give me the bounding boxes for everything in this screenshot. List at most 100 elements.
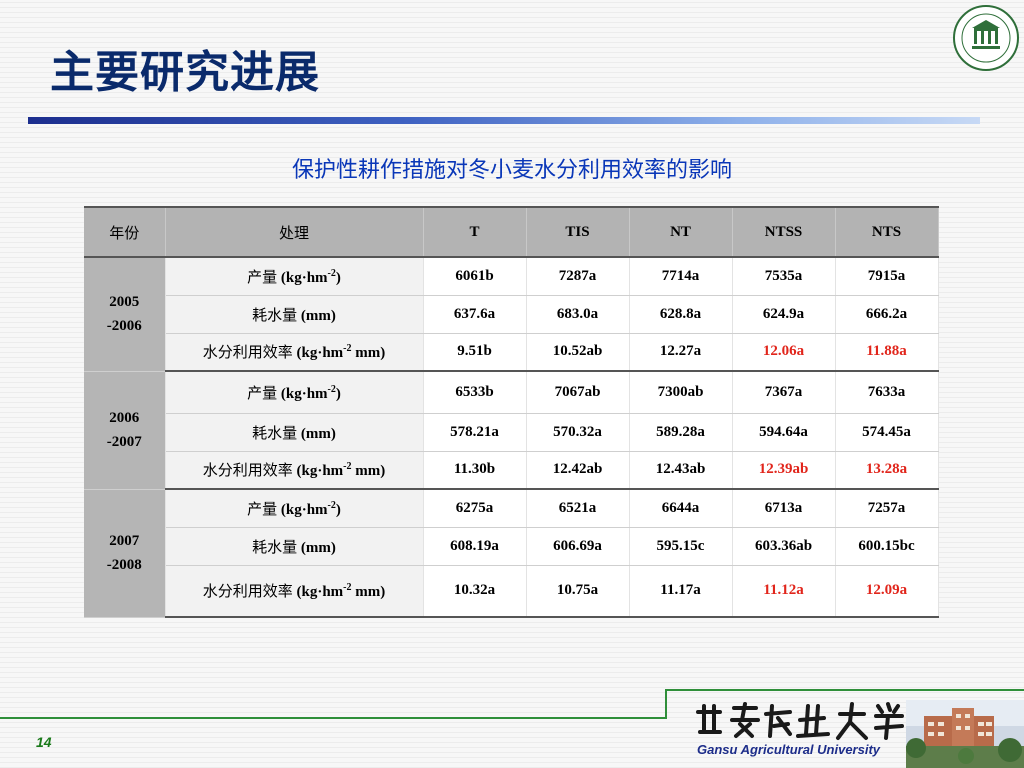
value-cell: 13.28a (835, 451, 939, 490)
value-cell: 7257a (835, 489, 939, 528)
row-unit: (kg·hm (296, 463, 344, 480)
year-cell: 2007 -2008 (84, 489, 166, 618)
table-caption: 保护性耕作措施对冬小麦水分利用效率的影响 (291, 158, 732, 183)
year-end: -2008 (106, 557, 142, 573)
row-label-text: 耗水量 (252, 425, 301, 442)
year-end: -2007 (106, 434, 142, 450)
row-unit: (kg·hm (280, 501, 328, 518)
row-unit-tail: ) (335, 269, 341, 286)
value-cell: 11.12a (732, 565, 836, 618)
row-unit: (kg·hm (280, 385, 328, 402)
value-cell: 589.28a (629, 413, 733, 452)
row-label-text: 水分利用效率 (202, 584, 297, 601)
year-cell: 2006 -2007 (84, 371, 166, 490)
row-label: 产量 (kg·hm-2) (165, 257, 424, 296)
row-unit: (kg·hm (280, 269, 328, 286)
value-cell: 608.19a (423, 527, 527, 566)
row-label: 耗水量 (mm) (165, 527, 424, 566)
row-unit-exponent: -2 (327, 499, 336, 511)
value-cell: 6275a (423, 489, 527, 528)
value-cell: 606.69a (526, 527, 630, 566)
footer-line (0, 717, 666, 719)
table-row: 2006 -2007 产量 (kg·hm-2) 6533b 7067ab 7300ab 73… (84, 371, 939, 490)
row-unit-tail: ) (335, 501, 341, 518)
row-unit-tail: mm) (351, 463, 386, 480)
year-start: 2006 (109, 410, 140, 426)
table-row: 水分利用效率 (kg·hm-2 mm) 9.51b 10.52ab 12.27a 12.… (84, 333, 939, 372)
row-label-text: 耗水量 (252, 307, 301, 324)
row-unit-exponent: -2 (327, 267, 336, 279)
row-unit-exponent: -2 (343, 461, 352, 473)
value-cell: 7633a (835, 371, 939, 414)
university-name-en: Gansu Agricultural University (697, 742, 881, 757)
row-unit: (mm) (300, 539, 336, 556)
row-unit-exponent: -2 (343, 582, 352, 594)
value-cell: 10.75a (526, 565, 630, 618)
row-label-text: 产量 (247, 269, 281, 286)
value-cell: 683.0a (526, 295, 630, 334)
value-cell: 12.09a (835, 565, 939, 618)
header-year: 年份 (84, 207, 166, 258)
page-number: 14 (36, 734, 52, 750)
row-unit: (kg·hm (296, 584, 344, 601)
row-unit-exponent: -2 (327, 383, 336, 395)
row-unit: (mm) (300, 425, 336, 442)
value-cell: 6644a (629, 489, 733, 528)
year-end: -2006 (106, 318, 142, 335)
value-cell: 666.2a (835, 295, 939, 334)
row-label: 水分利用效率 (kg·hm-2 mm) (165, 565, 424, 618)
value-cell: 6061b (423, 257, 527, 296)
row-unit-tail: mm) (351, 345, 386, 362)
value-cell: 6533b (423, 371, 527, 414)
value-cell: 11.88a (835, 333, 939, 372)
table-row: 耗水量 (mm) 608.19a 606.69a 595.15c 603.36ab 600… (84, 527, 939, 566)
value-cell: 594.64a (732, 413, 836, 452)
table-row: 2007 -2008 产量 (kg·hm-2) 6275a 6521a 6644a 6713… (84, 489, 939, 618)
value-cell: 9.51b (423, 333, 527, 372)
year-start: 2007 (109, 533, 140, 549)
row-label-text: 产量 (247, 501, 281, 518)
row-label-text: 产量 (247, 385, 281, 402)
slide-title: 主要研究进展 (50, 47, 320, 98)
year-start: 2005 (109, 294, 140, 311)
value-cell: 628.8a (629, 295, 733, 334)
row-unit-tail: mm) (351, 584, 386, 601)
row-label: 耗水量 (mm) (165, 413, 424, 452)
value-cell: 11.30b (423, 451, 527, 490)
row-label: 产量 (kg·hm-2) (165, 371, 424, 414)
row-unit: (mm) (300, 307, 336, 324)
table-row: 耗水量 (mm) 578.21a 570.32a 589.28a 594.64a 574.… (84, 413, 939, 452)
table-row: 水分利用效率 (kg·hm-2 mm) 10.32a 10.75a 11.17a 11.… (84, 565, 939, 618)
value-cell: 600.15bc (835, 527, 939, 566)
value-cell: 7535a (732, 257, 836, 296)
table-row: 耗水量 (mm) 637.6a 683.0a 628.8a 624.9a 666.2a (84, 295, 939, 334)
header-col: NTSS (732, 207, 836, 258)
header-col: NT (629, 207, 733, 258)
title-underline (28, 117, 980, 124)
value-cell: 7714a (629, 257, 733, 296)
footer-line (665, 690, 667, 719)
row-label: 耗水量 (mm) (165, 295, 424, 334)
wue-table: 年份 处理 T TIS NT NTSS NTS 2005 -2006 产量 (kg·… (84, 206, 939, 618)
value-cell: 7915a (835, 257, 939, 296)
value-cell: 10.52ab (526, 333, 630, 372)
value-cell: 10.32a (423, 565, 527, 618)
row-label-text: 耗水量 (252, 539, 301, 556)
row-label-text: 水分利用效率 (202, 463, 297, 480)
row-unit-tail: ) (335, 385, 341, 402)
row-unit: (kg·hm (296, 345, 344, 362)
value-cell: 12.06a (732, 333, 836, 372)
header-treatment: 处理 (165, 207, 424, 258)
value-cell: 624.9a (732, 295, 836, 334)
value-cell: 7067ab (526, 371, 630, 414)
value-cell: 7287a (526, 257, 630, 296)
value-cell: 570.32a (526, 413, 630, 452)
campus-photo (906, 700, 1024, 768)
header-col: T (423, 207, 527, 258)
value-cell: 7367a (732, 371, 836, 414)
row-label: 水分利用效率 (kg·hm-2 mm) (165, 333, 424, 372)
row-label: 产量 (kg·hm-2) (165, 489, 424, 528)
header-col: NTS (835, 207, 939, 258)
value-cell: 603.36ab (732, 527, 836, 566)
table-header-row: 年份 处理 T TIS NT NTSS NTS (84, 207, 939, 258)
